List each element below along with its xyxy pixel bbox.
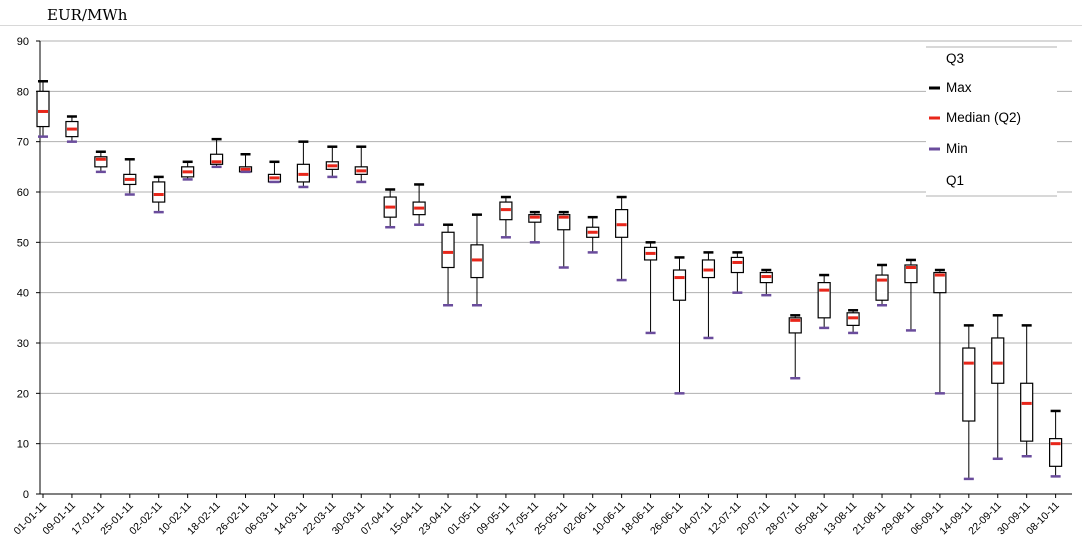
iqr-box xyxy=(730,256,744,274)
y-tick-label: 50 xyxy=(17,237,29,249)
axes: 010203040506070809001-01-1109-01-1117-01… xyxy=(11,36,1072,537)
y-tick-label: 90 xyxy=(17,36,29,48)
y-tick-label: 70 xyxy=(17,137,29,149)
iqr-box xyxy=(441,231,455,269)
iqr-box xyxy=(209,153,224,165)
iqr-box xyxy=(152,181,166,203)
y-tick-label: 20 xyxy=(17,388,29,400)
y-tick-label: 40 xyxy=(17,288,29,300)
legend: Q3 Max Median (Q2) Min Q1 xyxy=(926,46,1057,197)
legend-background xyxy=(926,47,1057,196)
iqr-box xyxy=(933,271,947,294)
iqr-box xyxy=(1020,382,1034,442)
y-tick-label: 10 xyxy=(17,439,29,451)
y-tick-label: 80 xyxy=(17,86,29,98)
legend-label: Median (Q2) xyxy=(946,110,1021,125)
legend-label: Q1 xyxy=(946,173,964,188)
iqr-box xyxy=(904,264,918,284)
legend-label: Max xyxy=(946,80,972,95)
legend-label: Min xyxy=(946,141,968,156)
iqr-box xyxy=(962,347,976,422)
iqr-box xyxy=(991,337,1005,384)
boxes xyxy=(36,80,1063,481)
iqr-box xyxy=(94,156,108,168)
y-tick-label: 60 xyxy=(17,187,29,199)
gridlines xyxy=(40,40,1072,445)
y-tick-label: 0 xyxy=(23,489,29,501)
legend-label: Q3 xyxy=(946,51,964,66)
iqr-box xyxy=(1049,438,1063,467)
iqr-box xyxy=(36,90,50,128)
y-tick-label: 30 xyxy=(17,338,29,350)
iqr-box xyxy=(672,269,687,301)
header-divider xyxy=(0,25,1082,26)
y-unit-label: EUR/MWh xyxy=(47,6,128,24)
iqr-box xyxy=(817,282,831,319)
